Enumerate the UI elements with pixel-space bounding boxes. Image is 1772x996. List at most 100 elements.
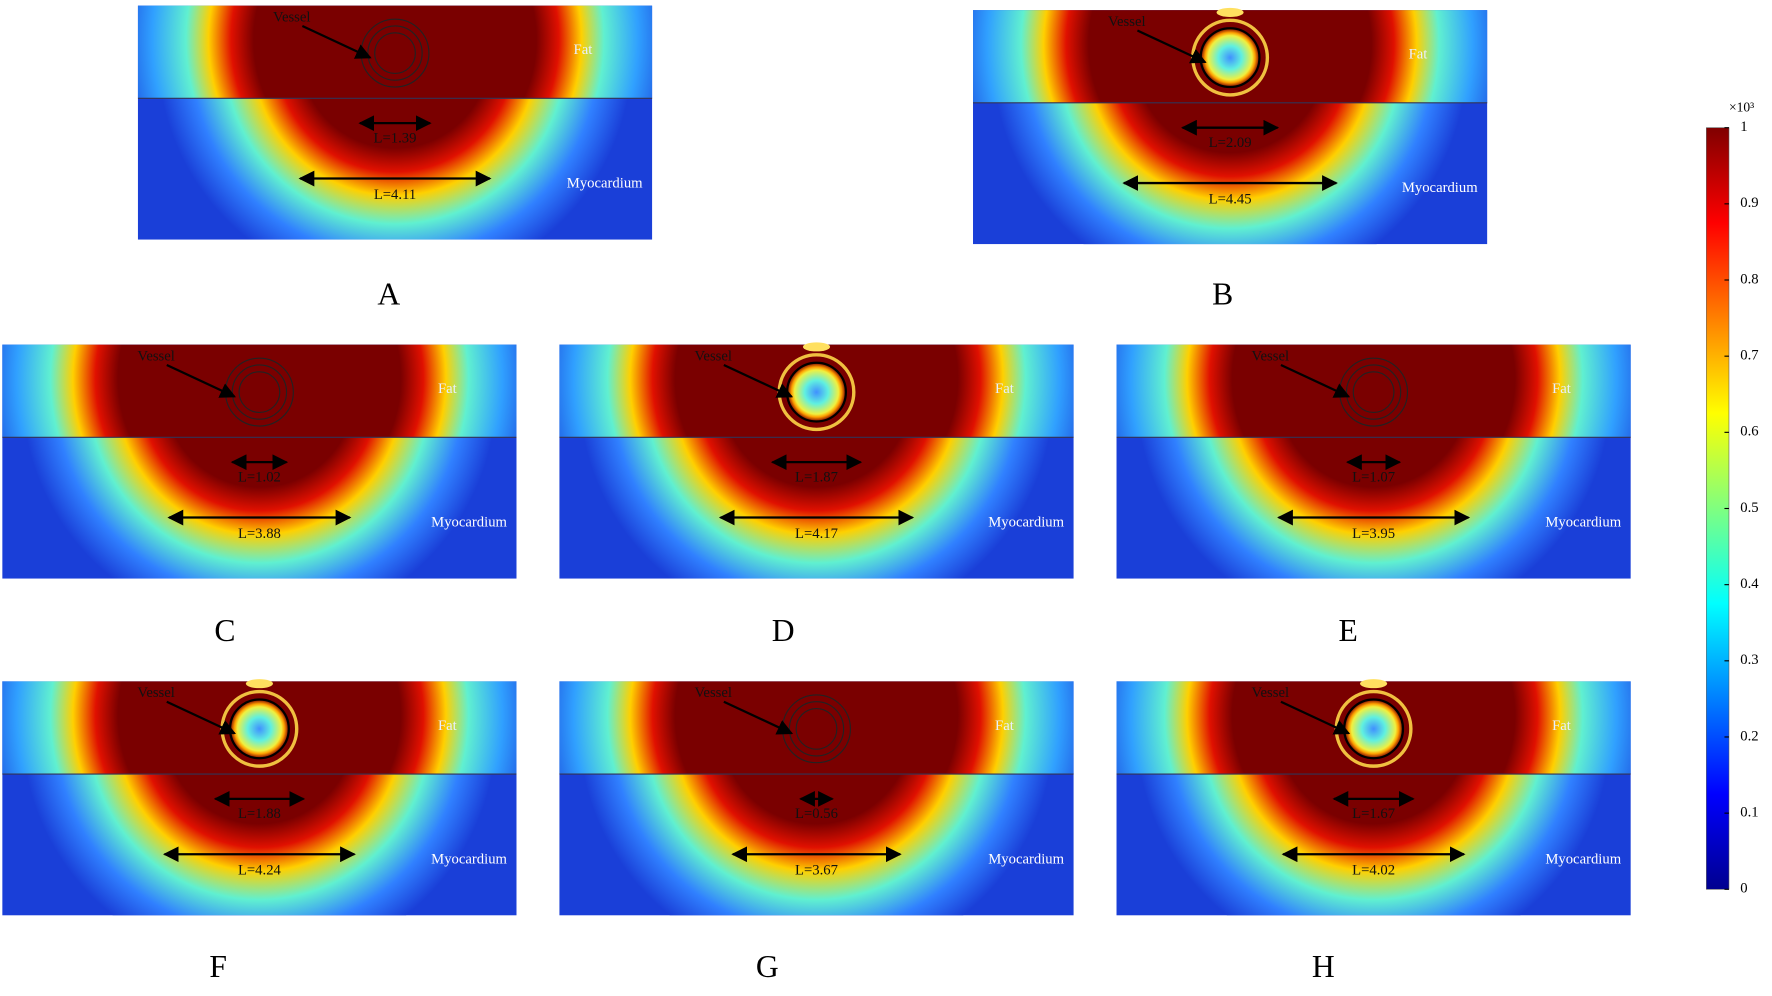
vessel-label: Vessel [273,9,311,25]
inner-length: L=1.02 [238,469,281,485]
inner-length: L=1.39 [374,130,417,146]
myocardium-label: Myocardium [988,851,1064,867]
panel-label: E [1339,613,1358,648]
catheter [1343,698,1405,760]
colorbar-tick-label: 1 [1740,119,1747,135]
vessel-label: Vessel [1252,685,1290,701]
vessel-ring [795,707,838,750]
outer-length: L=4.17 [795,526,838,542]
panel: Vessel Fat Myocardium L=1.88 L=4.24 [2,679,517,916]
panel-label: G [756,949,779,984]
catheter-tip [245,679,273,689]
fat-label: Fat [995,718,1014,734]
panel-label: B [1212,276,1233,311]
catheter-tip [1216,7,1244,17]
myocardium-heat [583,774,1050,916]
vessel-pointer [301,24,372,59]
panel: Vessel Fat Myocardium L=0.56 L=3.67 [559,681,1074,916]
myocardium-label: Myocardium [431,851,507,867]
myocardium-heat [162,98,628,240]
panel-label: A [377,276,400,311]
myocardium-heat [583,437,1050,579]
panel-label: H [1312,949,1335,984]
outer-length: L=3.67 [795,863,838,879]
vessel-pointer [1280,700,1351,735]
myocardium-heat [26,437,493,579]
inner-length: L=1.87 [795,469,838,485]
inner-length: L=2.09 [1209,135,1252,151]
outer-length: L=4.24 [238,863,282,879]
catheter-tip [1360,679,1388,689]
vessel-label: Vessel [694,685,732,701]
myocardium-label: Myocardium [567,176,643,192]
inner-length: L=1.67 [1352,806,1395,822]
myocardium-label: Myocardium [1402,180,1478,196]
fat-label: Fat [1409,47,1428,63]
fat-label: Fat [438,718,457,734]
outer-length: L=4.45 [1209,191,1252,207]
colorbar-tick-label: 0.1 [1740,805,1758,821]
myocardium-heat [1140,437,1607,579]
myocardium-label: Myocardium [1545,851,1621,867]
panel: Vessel Fat Myocardium L=1.02 L=3.88 [2,344,517,579]
catheter [1199,27,1261,89]
colorbar-multiplier: ×10³ [1729,100,1754,115]
panel-label: C [214,613,235,648]
panel: Vessel Fat Myocardium L=2.09 L=4.45 [973,7,1488,245]
vessel-pointer [1136,29,1207,64]
myocardium-label: Myocardium [988,515,1064,531]
vessel-pointer [1280,363,1351,398]
vessel-label: Vessel [694,348,732,364]
catheter [785,361,848,423]
fat-heat [2,344,517,438]
fat-label: Fat [1552,381,1571,397]
colorbar-tick-label: 0.6 [1740,424,1758,440]
colorbar-tick-label: 0.8 [1740,271,1758,287]
vessel-pointer [166,700,236,735]
fat-label: Fat [574,42,593,58]
inner-length: L=1.88 [238,806,281,822]
myocardium-label: Myocardium [1545,515,1621,531]
myocardium-label: Myocardium [431,515,507,531]
colorbar-tick-label: 0.2 [1740,728,1758,744]
inner-length: L=1.07 [1352,469,1395,485]
myocardium-heat [1140,774,1607,916]
catheter [228,698,290,760]
vessel-ring [1352,371,1395,414]
vessel-pointer [723,363,794,398]
vessel-label: Vessel [1108,14,1146,30]
fat-label: Fat [438,381,457,397]
vessel-label: Vessel [137,685,175,701]
panel: Vessel Fat Myocardium L=1.07 L=3.95 [1116,344,1631,579]
myocardium-heat [26,774,493,916]
vessel-pointer [723,700,794,735]
vessel-ring [238,371,281,414]
outer-length: L=3.95 [1352,526,1395,542]
outer-length: L=3.88 [238,526,281,542]
vessel-label: Vessel [137,348,175,364]
colorbar-tick-label: 0.7 [1740,348,1758,364]
colorbar-tick-label: 0.3 [1740,652,1758,668]
catheter-tip [802,342,831,352]
colorbar-tick-label: 0.4 [1740,576,1759,592]
vessel-label: Vessel [1252,348,1290,364]
outer-length: L=4.02 [1352,863,1395,879]
colorbar-tick-label: 0.5 [1740,500,1758,516]
fat-heat [137,5,653,99]
fat-label: Fat [1552,718,1571,734]
panel-label: D [772,613,795,648]
outer-length: L=4.11 [374,187,416,203]
inner-length: L=0.56 [795,806,838,822]
colorbar-tick-label: 0.9 [1740,195,1758,211]
panel: Vessel Fat Myocardium L=1.67 L=4.02 [1116,679,1631,916]
fat-heat [1116,344,1631,438]
panel: Vessel Fat Myocardium L=1.39 L=4.11 [137,5,653,240]
panel-label: F [209,949,227,984]
vessel-pointer [166,363,236,398]
vessel-ring [374,32,416,75]
panel: Vessel Fat Myocardium L=1.87 L=4.17 [559,342,1074,579]
fat-label: Fat [995,381,1014,397]
fat-heat [559,681,1074,775]
colorbar-tick-label: 0 [1740,881,1747,897]
